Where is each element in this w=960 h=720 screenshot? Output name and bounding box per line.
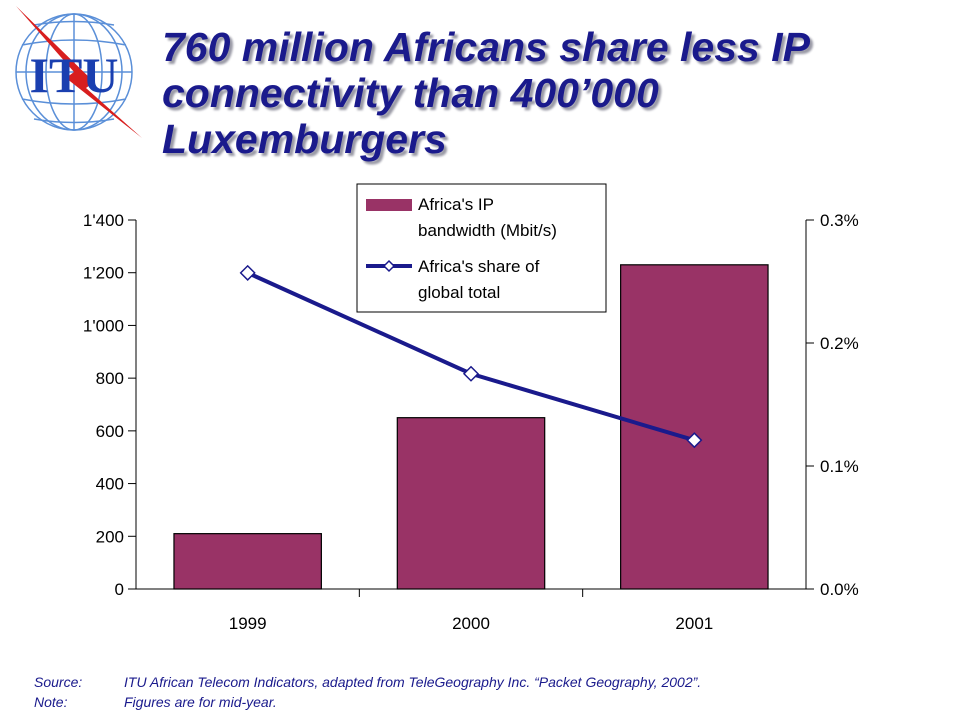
itu-globe-logo: ITU <box>15 6 142 138</box>
x-tick-label: 2001 <box>675 614 713 633</box>
left-tick-label: 400 <box>96 475 124 494</box>
footer-notes: Source: ITU African Telecom Indicators, … <box>34 672 701 712</box>
line-point <box>239 264 256 281</box>
source-text: ITU African Telecom Indicators, adapted … <box>124 674 702 690</box>
bar-series <box>173 264 769 590</box>
title-line-2: connectivity than 400’000 <box>162 70 659 116</box>
bar <box>396 417 546 590</box>
legend: Africa's IP bandwidth (Mbit/s) Africa's … <box>356 183 607 313</box>
legend-line-label-2: global total <box>418 283 500 302</box>
title-line-3: Luxemburgers <box>162 116 447 162</box>
left-tick-label: 800 <box>96 369 124 388</box>
line-point <box>462 365 480 382</box>
left-tick-label: 1'000 <box>83 316 124 335</box>
page-title: 760 million Africans share less IP conne… <box>162 24 942 162</box>
legend-bar-label-2: bandwidth (Mbit/s) <box>418 221 557 240</box>
line-point <box>686 432 703 449</box>
left-axis: 0 200 400 600 800 1'000 1'200 1'400 <box>83 211 137 599</box>
left-tick-label: 600 <box>96 422 124 441</box>
legend-bar-label-1: Africa's IP <box>418 195 494 214</box>
right-tick-label: 0.1% <box>820 457 859 476</box>
left-tick-label: 1'400 <box>83 211 124 230</box>
x-tick-label: 2000 <box>452 614 490 633</box>
source-label: Source: <box>34 674 83 690</box>
left-tick-label: 200 <box>96 527 124 546</box>
title-line-1: 760 million Africans share less IP <box>162 24 810 70</box>
right-tick-label: 0.0% <box>820 580 859 599</box>
bar <box>173 533 322 590</box>
left-tick-label: 0 <box>115 580 124 599</box>
x-axis: 1999 2000 2001 <box>136 588 806 633</box>
itu-logo: ITU <box>4 0 154 150</box>
line-series <box>239 264 703 449</box>
legend-line-label-1: Africa's share of <box>418 257 540 276</box>
legend-line-marker <box>382 259 396 273</box>
logo-text: ITU <box>30 47 119 103</box>
source-note: Source: ITU African Telecom Indicators, … <box>34 672 701 692</box>
right-tick-label: 0.2% <box>820 334 859 353</box>
legend-bar-swatch <box>366 199 412 211</box>
left-tick-label: 1'200 <box>83 264 124 283</box>
note-row: Note: Figures are for mid-year. <box>34 692 701 712</box>
right-axis: 0.0% 0.1% 0.2% 0.3% <box>805 211 859 599</box>
note-text: Figures are for mid-year. <box>124 694 277 710</box>
x-tick-label: 1999 <box>229 614 267 633</box>
right-tick-label: 0.3% <box>820 211 859 230</box>
chart-area: 0 200 400 600 800 1'000 1'200 1'400 0.0% 0.1% 0.2… <box>83 183 859 633</box>
note-label: Note: <box>34 694 68 710</box>
